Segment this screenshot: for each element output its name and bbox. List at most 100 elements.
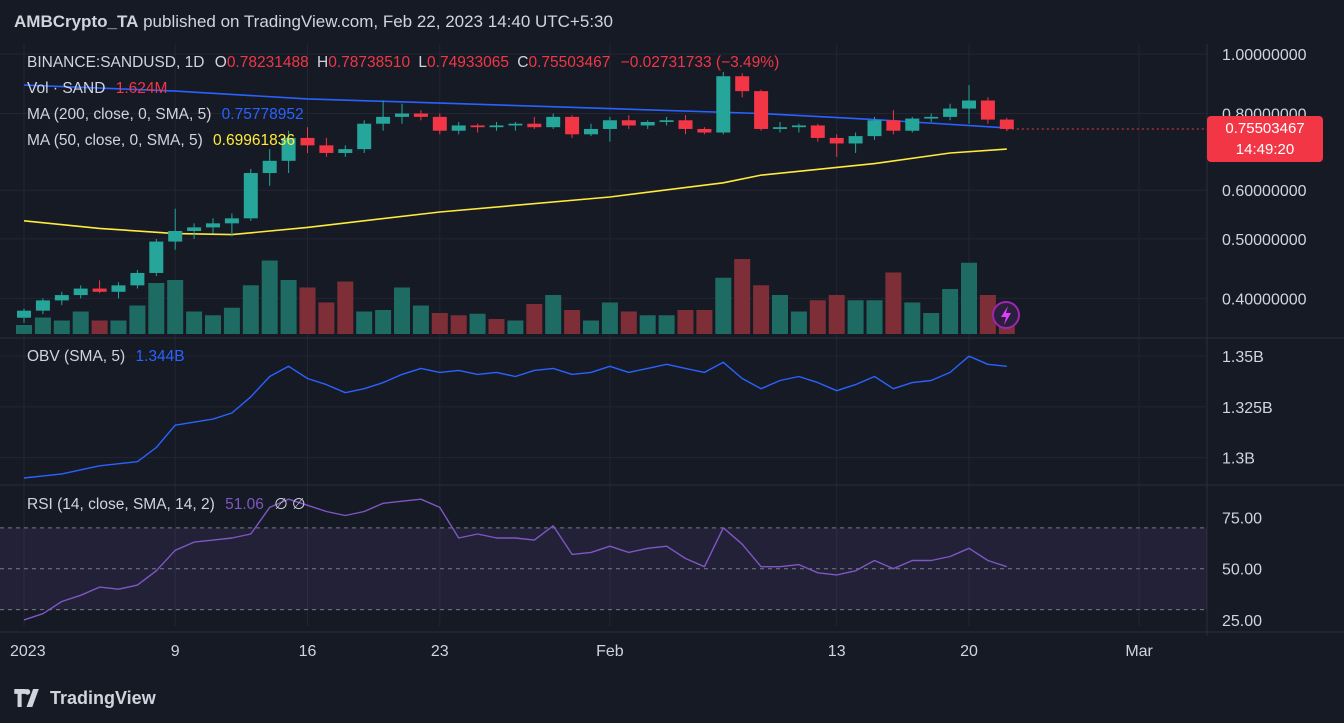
candle-body xyxy=(508,123,523,126)
volume-bar xyxy=(677,310,694,334)
chart-canvas[interactable]: 1.000000000.800000000.600000000.50000000… xyxy=(0,44,1344,674)
rsi-label[interactable]: RSI (14, close, SMA, 14, 2) xyxy=(27,496,215,513)
volume-bar xyxy=(375,310,392,334)
volume-bar xyxy=(337,281,354,334)
candle-body xyxy=(149,241,164,273)
volume-bar xyxy=(318,302,335,334)
volume-label[interactable]: Vol · SAND xyxy=(27,80,106,97)
rsi-line xyxy=(23,498,1008,621)
volume-bar xyxy=(91,320,108,334)
candle-body xyxy=(565,116,580,135)
time-tick-label: 16 xyxy=(299,643,317,660)
candle-body xyxy=(697,128,712,133)
price-tick-label: 0.40000000 xyxy=(1222,291,1307,308)
volume-bar xyxy=(866,300,883,334)
volume-bar xyxy=(507,320,524,334)
rsi-value: 51.06 xyxy=(225,496,264,513)
volume-bar xyxy=(223,307,240,334)
high-label: H xyxy=(317,54,329,71)
bar-countdown: 14:49:20 xyxy=(1235,141,1295,158)
candle-body xyxy=(905,118,920,131)
close-label: C xyxy=(517,54,529,71)
volume-bar xyxy=(488,319,505,334)
volume-bar xyxy=(186,311,203,334)
candle-body xyxy=(281,137,296,161)
tradingview-footer[interactable]: TradingView xyxy=(14,684,156,712)
ma50-label[interactable]: MA (50, close, 0, SMA, 5) xyxy=(27,132,203,149)
close-value: 0.75503467 xyxy=(528,54,611,71)
volume-bar xyxy=(545,295,562,334)
tradingview-logo-icon xyxy=(14,689,39,707)
time-tick-label: 9 xyxy=(171,643,180,660)
time-tick-label: 20 xyxy=(960,643,978,660)
candle-body xyxy=(678,120,693,129)
volume-bar xyxy=(299,287,316,334)
candle-body xyxy=(376,116,391,124)
high-value: 0.78738510 xyxy=(328,54,411,71)
volume-bar xyxy=(753,285,770,334)
time-tick-label: 23 xyxy=(431,643,449,660)
candle-body xyxy=(413,113,428,117)
volume-bar xyxy=(129,305,146,334)
open-value: 0.78231488 xyxy=(226,54,309,71)
volume-value: 1.624M xyxy=(115,80,168,97)
candle-body xyxy=(980,100,995,120)
ma50-value: 0.69961836 xyxy=(213,132,295,149)
volume-bar xyxy=(715,277,732,334)
price-tick-label: 0.60000000 xyxy=(1222,183,1307,200)
lightning-icon xyxy=(992,301,1020,329)
candle-body xyxy=(867,120,882,137)
candle-body xyxy=(659,120,674,122)
ma200-label[interactable]: MA (200, close, 0, SMA, 5) xyxy=(27,106,212,123)
candle-body xyxy=(300,137,315,146)
volume-bar xyxy=(885,272,902,334)
volume-bar xyxy=(242,285,259,334)
candle-body xyxy=(111,285,126,292)
candle-body xyxy=(527,123,542,128)
obv-tick-label: 1.325B xyxy=(1222,400,1273,417)
volume-bar xyxy=(167,280,184,334)
last-price: 0.75503467 xyxy=(1225,120,1305,137)
volume-bar xyxy=(148,283,165,334)
price-tick-label: 1.00000000 xyxy=(1222,47,1307,64)
candle-body xyxy=(943,108,958,117)
candle-body xyxy=(187,227,202,231)
volume-bar xyxy=(34,317,51,334)
volume-bar xyxy=(72,311,89,334)
rsi-tick-label: 50.00 xyxy=(1222,562,1262,579)
volume-bar xyxy=(469,313,486,334)
open-label: O xyxy=(214,54,227,71)
candle-body xyxy=(791,125,806,128)
volume-bar xyxy=(620,311,637,334)
volume-bar xyxy=(583,320,599,334)
volume-bar xyxy=(16,325,32,334)
candle-body xyxy=(584,128,598,135)
volume-bar xyxy=(431,313,448,334)
symbol-label[interactable]: BINANCE:SANDUSD, 1D xyxy=(27,54,205,71)
lightning-icon-bolt xyxy=(1001,306,1011,325)
candle-body xyxy=(735,76,750,92)
candle-body xyxy=(829,137,844,144)
candle-body xyxy=(17,310,31,318)
volume-bar xyxy=(847,300,864,334)
rsi-extra: ∅ ∅ xyxy=(274,496,306,513)
obv-value: 1.344B xyxy=(135,348,185,365)
volume-bar xyxy=(205,315,221,334)
candle-body xyxy=(451,125,466,131)
volume-bar xyxy=(110,320,127,334)
obv-label[interactable]: OBV (SMA, 5) xyxy=(27,348,126,365)
volume-bar xyxy=(923,313,940,334)
rsi-tick-label: 75.00 xyxy=(1222,511,1262,528)
candle-body xyxy=(999,119,1014,129)
candle-body xyxy=(130,272,145,286)
volume-bar xyxy=(564,310,581,334)
author-name[interactable]: AMBCrypto_TA xyxy=(14,12,139,31)
volume-bar xyxy=(772,295,788,334)
candle-body xyxy=(716,76,731,133)
low-value: 0.74933065 xyxy=(427,54,509,71)
main-legend-row: BINANCE:SANDUSD, 1D O0.78231488 H0.78738… xyxy=(27,54,779,72)
candle-body xyxy=(754,91,769,129)
volume-bar xyxy=(904,302,921,334)
candle-body xyxy=(92,288,107,292)
volume-bar xyxy=(639,315,656,334)
